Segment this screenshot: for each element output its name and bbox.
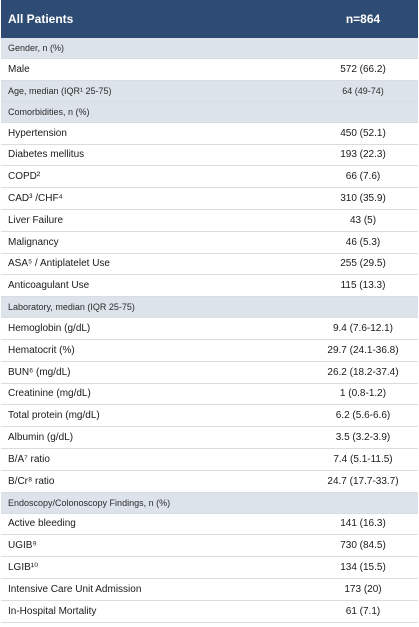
row-label: Laboratory, median (IQR 25-75): [8, 302, 135, 313]
row-label: In-Hospital Mortality: [8, 605, 97, 617]
table-row: ASA⁵ / Antiplatelet Use 255 (29.5): [1, 253, 418, 276]
row-label: Diabetes mellitus: [8, 149, 85, 161]
row-value: 66 (7.6): [345, 171, 381, 183]
row-value: 26.2 (18.2-37.4): [327, 366, 399, 378]
table-row: Hypertension 450 (52.1): [1, 122, 418, 145]
row-label: Active bleeding: [8, 518, 76, 530]
table-row: Hematocrit (%) 29.7 (24.1-36.8): [1, 339, 418, 362]
section-row: Gender, n (%): [1, 38, 418, 59]
row-label: ASA⁵ / Antiplatelet Use: [8, 258, 110, 270]
row-label: BUN⁶ (mg/dL): [8, 366, 71, 378]
table-row: B/Cr⁸ ratio 24.7 (17.7-33.7): [1, 470, 418, 493]
section-row: Comorbidities, n (%): [1, 101, 418, 123]
row-label: B/Cr⁸ ratio: [8, 475, 55, 487]
row-label: Albumin (g/dL): [8, 432, 74, 444]
table-row: In-Hospital Mortality 61 (7.1): [1, 600, 418, 623]
table-row: Male 572 (66.2): [1, 59, 418, 81]
row-value: 1 (0.8-1.2): [339, 388, 387, 400]
table-row: COPD² 66 (7.6): [1, 166, 418, 189]
section-row: Laboratory, median (IQR 25-75): [1, 297, 418, 319]
row-label: Endoscopy/Colonoscopy Findings, n (%): [8, 497, 171, 508]
table-row: Creatinine (mg/dL) 1 (0.8-1.2): [1, 383, 418, 406]
row-value: 450 (52.1): [340, 127, 386, 139]
table-body: Gender, n (%) Male 572 (66.2) Age, median (…: [1, 38, 418, 623]
row-value: 29.7 (24.1-36.8): [327, 344, 399, 356]
row-value: 134 (15.5): [340, 562, 386, 574]
row-value: 310 (35.9): [340, 193, 386, 205]
row-value: 572 (66.2): [340, 63, 386, 75]
row-label: Hypertension: [8, 127, 67, 139]
table-row: Intensive Care Unit Admission 173 (20): [1, 578, 418, 601]
row-label: Male: [8, 63, 30, 75]
table-row: B/A⁷ ratio 7.4 (5.1-11.5): [1, 448, 418, 471]
section-row: Age, median (IQR¹ 25-75) 64 (49-74): [1, 80, 418, 102]
table-row: Anticoagulant Use 115 (13.3): [1, 275, 418, 298]
row-value: 141 (16.3): [340, 518, 386, 530]
table-header: All Patients n=864: [1, 0, 418, 38]
row-value: 6.2 (5.6-6.6): [335, 410, 391, 422]
table-row: Diabetes mellitus 193 (22.3): [1, 144, 418, 167]
section-row: Endoscopy/Colonoscopy Findings, n (%): [1, 492, 418, 514]
row-label: Creatinine (mg/dL): [8, 388, 91, 400]
row-value: 730 (84.5): [340, 540, 386, 552]
table-row: Albumin (g/dL) 3.5 (3.2-3.9): [1, 427, 418, 449]
row-label: Intensive Care Unit Admission: [8, 583, 142, 595]
row-label: UGIB⁹: [8, 540, 37, 552]
row-value: 255 (29.5): [340, 258, 386, 270]
header-label: All Patients: [8, 12, 74, 26]
row-value: 43 (5): [349, 214, 377, 226]
row-value: 24.7 (17.7-33.7): [327, 475, 399, 487]
row-label: Hemoglobin (g/dL): [8, 323, 91, 335]
row-label: CAD³ /CHF⁴: [8, 193, 63, 205]
row-value: 7.4 (5.1-11.5): [333, 453, 393, 465]
table-row: UGIB⁹ 730 (84.5): [1, 535, 418, 558]
table-row: CAD³ /CHF⁴ 310 (35.9): [1, 188, 418, 210]
row-value: 46 (5.3): [345, 236, 381, 248]
row-value: 61 (7.1): [345, 605, 381, 617]
table-row: Liver Failure 43 (5): [1, 209, 418, 232]
row-label: Hematocrit (%): [8, 344, 75, 356]
table-row: Hemoglobin (g/dL) 9.4 (7.6-12.1): [1, 318, 418, 340]
table-row: BUN⁶ (mg/dL) 26.2 (18.2-37.4): [1, 361, 418, 384]
table-row: Total protein (mg/dL) 6.2 (5.6-6.6): [1, 405, 418, 428]
row-label: Age, median (IQR¹ 25-75): [8, 85, 112, 96]
row-label: Anticoagulant Use: [8, 280, 90, 292]
row-label: COPD²: [8, 171, 41, 183]
row-value: 193 (22.3): [340, 149, 386, 161]
row-label: Comorbidities, n (%): [8, 106, 90, 117]
row-label: Gender, n (%): [8, 43, 65, 53]
row-value: 3.5 (3.2-3.9): [335, 432, 391, 444]
table-row: Active bleeding 141 (16.3): [1, 513, 418, 536]
row-label: Total protein (mg/dL): [8, 410, 100, 422]
row-value: 9.4 (7.6-12.1): [332, 323, 394, 335]
row-value: 64 (49-74): [342, 85, 384, 96]
header-value: n=864: [345, 12, 381, 26]
table-row: LGIB¹⁰ 134 (15.5): [1, 557, 418, 579]
row-label: Malignancy: [8, 236, 59, 248]
table-row: Malignancy 46 (5.3): [1, 231, 418, 254]
row-value: 173 (20): [344, 583, 382, 595]
row-label: LGIB¹⁰: [8, 562, 39, 574]
row-label: B/A⁷ ratio: [8, 453, 50, 465]
row-value: 115 (13.3): [340, 280, 386, 292]
row-label: Liver Failure: [8, 214, 64, 226]
